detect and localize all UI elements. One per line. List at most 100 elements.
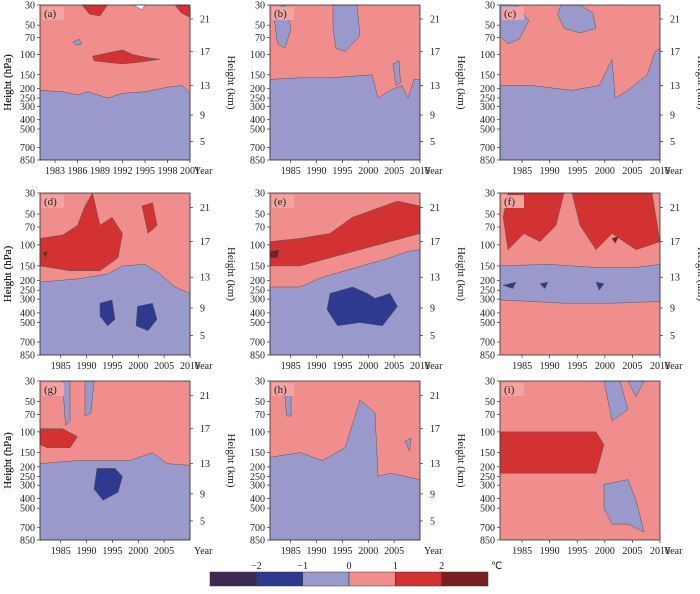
panel-label-box xyxy=(502,7,524,20)
y2-tick-label: 13 xyxy=(670,273,680,284)
y2-tick-label: 5 xyxy=(430,516,435,527)
x-tick-label: 1985 xyxy=(281,546,301,557)
x-tick-label: 1990 xyxy=(540,166,560,177)
y2-tick-label: 13 xyxy=(200,273,210,284)
colorbar-tick-label: −1 xyxy=(297,561,308,572)
x-tick-label: 2005 xyxy=(384,166,404,177)
y-tick-label: 200 xyxy=(20,276,35,287)
contour-region xyxy=(39,452,191,541)
x-tick-label: 1990 xyxy=(540,546,560,557)
y-tick-label: 300 xyxy=(250,295,265,306)
y-tick-label: 150 xyxy=(20,448,35,459)
x-tick-label: 2000 xyxy=(358,166,378,177)
x-axis-label: Year xyxy=(424,546,443,557)
x-tick-label: 2005 xyxy=(154,361,174,372)
x-tick-label: 2010 xyxy=(180,361,200,372)
x-tick-label: 1985 xyxy=(281,166,301,177)
y-tick-label: 400 xyxy=(480,308,495,319)
x-tick-label: 2010 xyxy=(650,361,670,372)
colorbar-tick-label: −2 xyxy=(251,561,262,572)
y-tick-label: 300 xyxy=(20,295,35,306)
y2-tick-label: 5 xyxy=(430,137,435,148)
contour-region xyxy=(502,281,517,289)
y2-tick-label: 9 xyxy=(200,304,205,315)
x-tick-label: 1995 xyxy=(567,166,587,177)
y-tick-label: 700 xyxy=(20,523,35,534)
panel-frame xyxy=(499,192,661,356)
colorbar-swatch xyxy=(348,571,396,587)
y2-axis-label: Height (km) xyxy=(695,55,700,109)
x-axis-label: Year xyxy=(194,166,213,177)
contour-region xyxy=(404,437,412,452)
colorbar-swatch xyxy=(256,571,303,587)
y2-tick-label: 21 xyxy=(670,203,680,214)
x-axis-label: Year xyxy=(664,361,683,372)
y-tick-label: 70 xyxy=(255,410,265,421)
x-tick-label: 2010 xyxy=(410,361,430,372)
y-tick-label: 50 xyxy=(485,397,495,408)
y-tick-label: 200 xyxy=(250,462,265,473)
y-tick-label: 850 xyxy=(250,351,265,362)
y-tick-label: 50 xyxy=(25,21,35,32)
y2-tick-label: 5 xyxy=(430,331,435,342)
y-tick-label: 150 xyxy=(250,448,265,459)
y-axis-label: Height (hPa) xyxy=(2,432,14,489)
y-tick-label: 150 xyxy=(480,261,495,272)
x-axis-label: Year xyxy=(194,546,213,557)
contour-region xyxy=(557,4,597,34)
y-tick-label: 500 xyxy=(20,318,35,329)
y2-tick-label: 5 xyxy=(200,137,205,148)
y2-tick-label: 13 xyxy=(430,459,440,470)
panel-label-box xyxy=(502,195,524,208)
y-tick-label: 200 xyxy=(250,84,265,95)
y-tick-label: 850 xyxy=(480,536,495,547)
y-tick-label: 850 xyxy=(20,156,35,167)
y2-tick-label: 21 xyxy=(670,14,680,25)
panel-label-box xyxy=(272,383,294,396)
x-tick-label: 2005 xyxy=(384,361,404,372)
y-tick-label: 300 xyxy=(20,481,35,492)
y-tick-label: 500 xyxy=(480,318,495,329)
y2-tick-label: 9 xyxy=(200,489,205,500)
y-axis-label: Height (hPa) xyxy=(2,245,14,302)
y-tick-label: 30 xyxy=(255,1,265,12)
colorbar-tick-label: 2 xyxy=(439,561,444,572)
colorbar-tick-label: 1 xyxy=(393,561,398,572)
colorbar-swatch xyxy=(441,571,489,587)
y-axis-label: Height (hPa) xyxy=(2,432,14,489)
y-tick-label: 50 xyxy=(485,21,495,32)
y-tick-label: 100 xyxy=(480,427,495,438)
y-tick-label: 200 xyxy=(20,84,35,95)
y-tick-label: 250 xyxy=(480,94,495,105)
y-tick-label: 500 xyxy=(250,318,265,329)
y2-tick-label: 9 xyxy=(670,304,675,315)
y-tick-label: 250 xyxy=(250,286,265,297)
x-tick-label: 1990 xyxy=(77,546,97,557)
x-tick-label: 2000 xyxy=(128,361,148,372)
y2-axis-label: Height (km) xyxy=(455,433,467,487)
y-tick-label: 50 xyxy=(25,210,35,221)
y-tick-label: 300 xyxy=(250,481,265,492)
x-tick-label: 1992 xyxy=(113,166,133,177)
panel-frame xyxy=(39,380,191,541)
y-tick-label: 50 xyxy=(25,397,35,408)
colorbar-swatch xyxy=(395,571,442,587)
panel-frame xyxy=(499,4,661,161)
panel-label: (e) xyxy=(274,196,287,208)
panel-label: (d) xyxy=(44,196,57,208)
y-tick-label: 850 xyxy=(250,156,265,167)
y-tick-label: 700 xyxy=(250,143,265,154)
y2-axis-label: Height (km) xyxy=(225,433,237,487)
y-tick-label: 700 xyxy=(480,143,495,154)
y-tick-label: 500 xyxy=(480,125,495,136)
y2-tick-label: 9 xyxy=(670,111,675,122)
y-tick-label: 100 xyxy=(250,427,265,438)
y-tick-label: 700 xyxy=(20,143,35,154)
y-tick-label: 200 xyxy=(480,462,495,473)
y-tick-label: 500 xyxy=(250,504,265,515)
y-axis-label: Height (hPa) xyxy=(2,54,14,111)
panel-label-box xyxy=(42,7,64,20)
y-tick-label: 500 xyxy=(20,504,35,515)
